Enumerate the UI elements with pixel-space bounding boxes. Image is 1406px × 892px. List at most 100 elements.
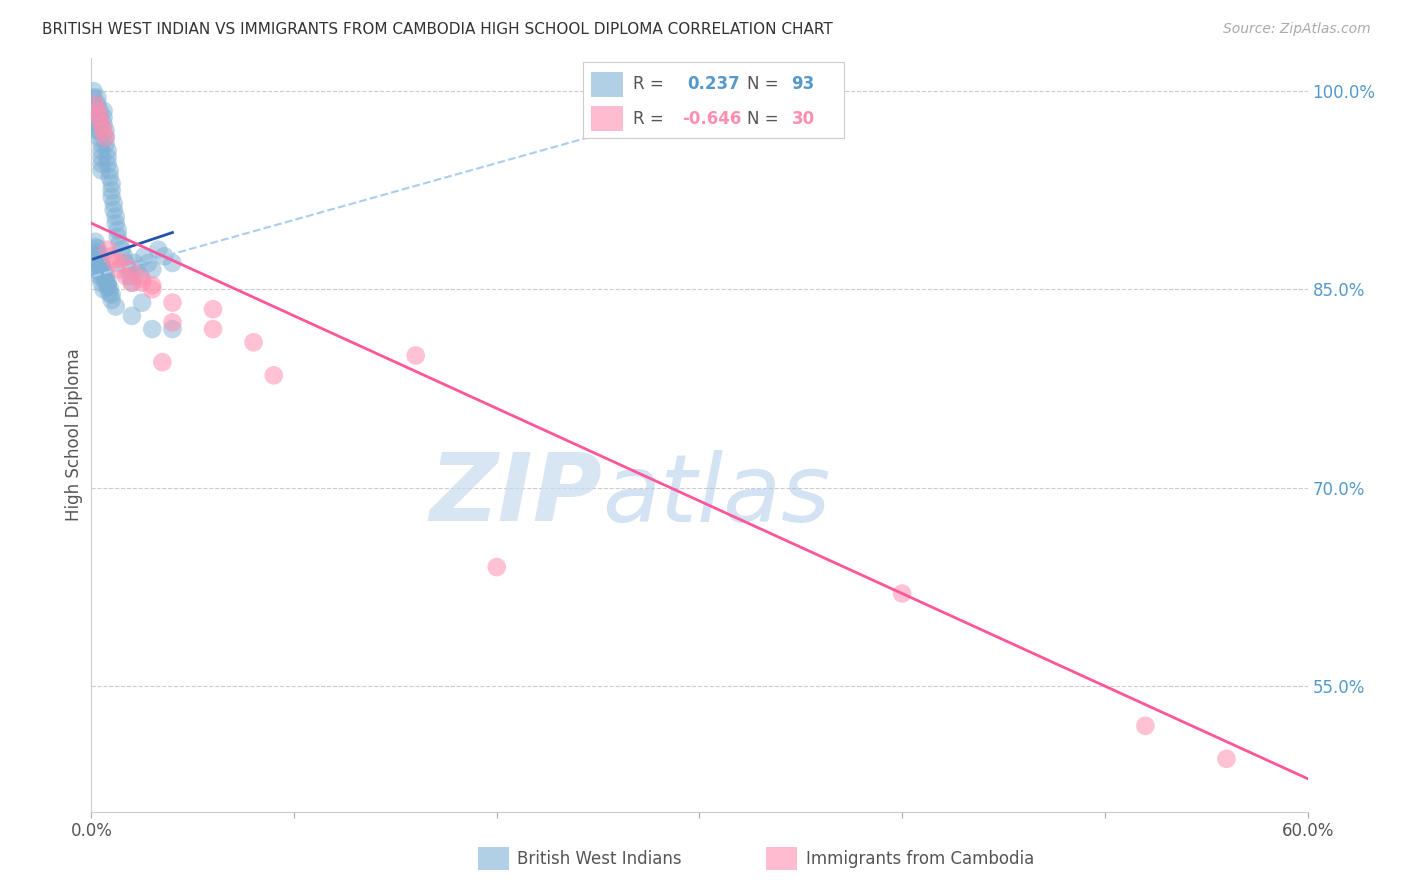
Point xyxy=(125,262,148,277)
Point xyxy=(89,248,111,262)
Point xyxy=(86,262,108,277)
Point xyxy=(141,282,163,296)
Text: 0.237: 0.237 xyxy=(688,76,741,94)
Point xyxy=(131,272,153,286)
Point xyxy=(97,243,120,257)
Point xyxy=(93,282,115,296)
Point xyxy=(90,144,112,158)
Point xyxy=(111,243,134,257)
Point xyxy=(89,103,111,118)
Point xyxy=(86,256,108,270)
Point xyxy=(84,111,107,125)
Point xyxy=(162,256,184,270)
Point xyxy=(90,117,112,131)
Point xyxy=(121,276,143,290)
Point xyxy=(121,262,143,277)
Point xyxy=(107,229,129,244)
Point xyxy=(108,262,131,277)
Point xyxy=(89,111,111,125)
Point xyxy=(86,117,108,131)
Point xyxy=(93,261,115,276)
Point xyxy=(90,163,112,178)
Point xyxy=(485,560,508,574)
Point xyxy=(98,281,121,295)
Point xyxy=(86,241,108,255)
Point xyxy=(98,163,121,178)
Point xyxy=(162,315,184,329)
Point xyxy=(891,586,914,600)
Point xyxy=(82,84,104,98)
Point xyxy=(90,254,112,268)
Point xyxy=(115,256,138,270)
Text: BRITISH WEST INDIAN VS IMMIGRANTS FROM CAMBODIA HIGH SCHOOL DIPLOMA CORRELATION : BRITISH WEST INDIAN VS IMMIGRANTS FROM C… xyxy=(42,22,832,37)
Point xyxy=(104,300,127,314)
Point xyxy=(150,355,173,369)
Point xyxy=(117,262,139,277)
Point xyxy=(94,268,117,282)
Point xyxy=(202,302,225,317)
Point xyxy=(118,269,141,284)
Point xyxy=(263,368,285,383)
Point xyxy=(97,157,120,171)
Point xyxy=(86,90,108,104)
Text: 30: 30 xyxy=(792,110,814,128)
Point xyxy=(90,276,112,290)
Point xyxy=(97,279,120,293)
Point xyxy=(84,97,107,112)
Text: N =: N = xyxy=(748,76,779,94)
Point xyxy=(94,130,117,145)
Point xyxy=(82,90,104,104)
Text: R =: R = xyxy=(633,110,664,128)
Point xyxy=(100,249,122,263)
Point xyxy=(111,256,134,270)
Point xyxy=(129,269,152,284)
Point xyxy=(89,124,111,138)
Point xyxy=(84,249,107,263)
Point xyxy=(84,240,107,254)
Point xyxy=(100,190,122,204)
Point xyxy=(90,136,112,151)
Point xyxy=(136,256,159,270)
Point xyxy=(1215,752,1237,766)
Point xyxy=(103,196,125,211)
Point xyxy=(89,253,111,268)
Text: ZIP: ZIP xyxy=(429,450,602,541)
Point xyxy=(98,286,121,301)
Point xyxy=(90,269,112,284)
Text: Immigrants from Cambodia: Immigrants from Cambodia xyxy=(806,850,1033,868)
Point xyxy=(84,97,107,112)
Point xyxy=(93,124,115,138)
Point xyxy=(162,295,184,310)
Point xyxy=(93,265,115,279)
Point xyxy=(107,223,129,237)
Point xyxy=(97,144,120,158)
Point xyxy=(86,103,108,118)
Point xyxy=(89,269,111,284)
Point xyxy=(97,275,120,289)
Point xyxy=(148,243,170,257)
Point xyxy=(90,259,112,273)
Point xyxy=(97,150,120,164)
Point xyxy=(108,236,131,251)
Point xyxy=(141,278,163,293)
Point xyxy=(93,103,115,118)
Point xyxy=(86,97,108,112)
Point xyxy=(132,249,155,263)
Point xyxy=(93,267,115,281)
Text: N =: N = xyxy=(748,110,779,128)
Point xyxy=(86,245,108,260)
Point xyxy=(86,246,108,260)
Point xyxy=(90,157,112,171)
Point xyxy=(89,262,111,277)
Bar xyxy=(592,72,623,96)
Point xyxy=(98,169,121,184)
Point xyxy=(89,111,111,125)
Point xyxy=(90,150,112,164)
Point xyxy=(131,276,153,290)
Point xyxy=(94,136,117,151)
Point xyxy=(93,111,115,125)
Point xyxy=(97,278,120,293)
Point xyxy=(121,276,143,290)
Point xyxy=(153,249,176,263)
Point xyxy=(104,256,127,270)
